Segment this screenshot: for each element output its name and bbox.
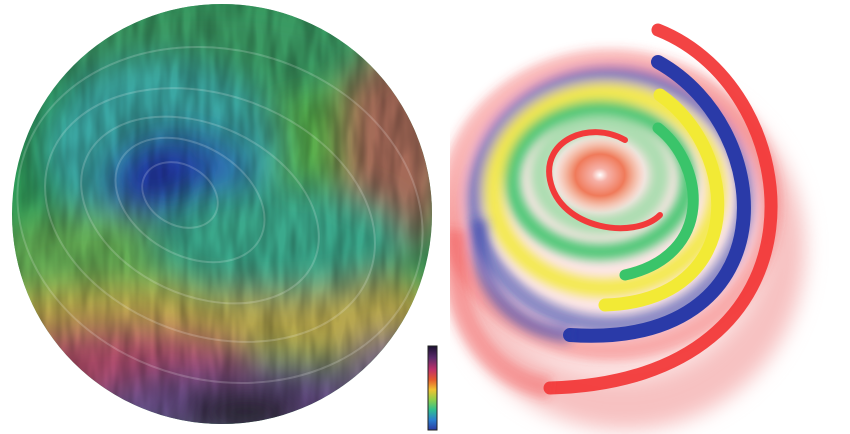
flow-disc-image [12,4,438,431]
spiral-panel [450,0,850,434]
spiral-image [450,23,805,430]
yellow-tail [598,88,725,312]
spiral-core [555,137,645,213]
green-tail [619,122,699,281]
inner-red-arc [546,129,663,232]
red-tail [543,23,778,395]
color-scale-bar [427,345,438,431]
flow-disc-panel [12,4,438,431]
blue-tail [563,55,751,343]
